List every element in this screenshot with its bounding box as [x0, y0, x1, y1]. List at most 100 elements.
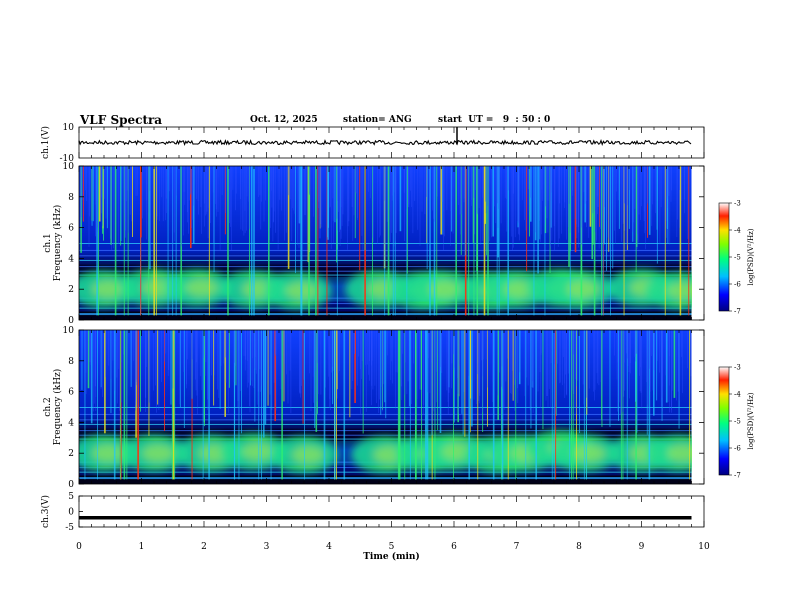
ch2-sferic-faint — [200, 330, 202, 377]
ch2-sferic — [409, 330, 410, 407]
ch1-sferic-faint — [275, 166, 276, 233]
ch2-sferic — [553, 330, 555, 480]
ch1-sferic-faint — [142, 166, 143, 219]
ch1-sferic-faint — [535, 166, 536, 233]
ch1-sferic-faint — [271, 166, 272, 191]
ch1-sferic-faint — [89, 166, 90, 217]
ch1-sferic — [336, 166, 338, 316]
ch1-sferic-faint — [439, 166, 441, 197]
ch2-sferic-faint — [112, 330, 114, 361]
ch2-sferic-faint — [284, 330, 285, 364]
ch2-sferic-faint — [687, 330, 688, 369]
ch1-sferic — [224, 166, 226, 235]
ch2-colorbar-tick-label: -5 — [734, 418, 741, 426]
ch2-sferic — [384, 330, 386, 403]
ch2-hline — [79, 423, 692, 425]
ch1-sferic-faint — [235, 166, 237, 194]
ch1-sferic — [492, 166, 494, 237]
ch1-sferic-faint — [408, 166, 410, 205]
ch1-sferic-faint — [321, 166, 323, 228]
ch2-sferic-faint — [217, 330, 218, 390]
ch2-sferic-faint — [167, 330, 169, 376]
ch2-sferic-faint — [145, 330, 147, 398]
ch2-sferic — [202, 330, 204, 480]
ch2-sferic-faint — [93, 330, 95, 404]
ch1-sferic-faint — [207, 166, 209, 208]
ch2-sferic-faint — [436, 330, 437, 372]
ch1-sferic — [498, 166, 500, 316]
ch2-sferic-faint — [635, 330, 637, 354]
ch2-sferic-faint — [303, 330, 304, 380]
ch1-blob-core — [429, 280, 462, 299]
ch1-sferic — [679, 166, 682, 316]
ch2-sferic-faint — [330, 330, 331, 410]
ch1-sferic-faint — [205, 166, 206, 216]
ch2-sferic-faint — [515, 330, 517, 379]
ch2-sferic-faint — [108, 330, 110, 366]
ch1-sferic-faint — [161, 166, 163, 198]
ch2-sferic — [274, 330, 276, 422]
ch1-sferic-faint — [169, 166, 170, 192]
ch1-sferic-faint — [273, 166, 274, 223]
ch1-sferic-faint — [444, 166, 445, 237]
ch2-sferic — [462, 330, 464, 435]
ch1-sferic-faint — [491, 166, 492, 238]
ch1-sferic-faint — [373, 166, 374, 243]
ch1-sferic-faint — [353, 166, 355, 216]
ch1-sferic-faint — [597, 166, 599, 207]
ch2-sferic — [135, 330, 137, 438]
ch1-sferic-faint — [174, 166, 175, 242]
ch1-sferic-faint — [452, 166, 454, 234]
ch2-sferic-faint — [374, 330, 376, 386]
ch1-sferic-faint — [597, 166, 598, 215]
ch2-sferic — [380, 330, 382, 415]
ch2-sferic-faint — [419, 330, 421, 390]
ch1-sferic-faint — [408, 166, 409, 208]
ch2-sferic-faint — [344, 330, 346, 406]
ch2-sferic-faint — [669, 330, 670, 413]
ch1-sferic-faint — [242, 166, 243, 231]
ch1-sferic-faint — [336, 166, 338, 219]
ch1-sferic-faint — [624, 166, 626, 231]
ch1-sferic-faint — [384, 166, 386, 245]
ch1-sferic-faint — [517, 166, 519, 223]
ch1-sferic-faint — [462, 166, 463, 245]
ch1-sferic-faint — [553, 166, 555, 227]
ch1-sferic-faint — [378, 166, 380, 238]
ch2-sferic-faint — [286, 330, 287, 375]
ch2-sferic-faint — [649, 330, 651, 392]
ch2-sferic-faint — [636, 330, 638, 354]
ch2-sferic-faint — [483, 330, 484, 360]
ch2-sferic-faint — [234, 330, 235, 363]
ch2-sferic-faint — [459, 330, 460, 366]
ch2-sferic-faint — [586, 330, 587, 398]
ch1-sferic-faint — [443, 166, 444, 212]
ch2-sferic-faint — [328, 330, 330, 377]
ch2-sferic — [213, 330, 215, 406]
ch1-sferic-faint — [320, 166, 322, 225]
ch2-sferic — [431, 330, 433, 436]
ch1-sferic-faint — [246, 166, 247, 231]
ch1-sferic — [440, 166, 442, 235]
ch1-sferic-faint — [417, 166, 419, 230]
ch2-ytick-label: 0 — [68, 480, 74, 490]
ch1-sferic-faint — [361, 166, 363, 236]
ch2-sferic-faint — [406, 330, 408, 395]
ch2-sferic-faint — [379, 330, 380, 400]
ch2-sferic — [618, 330, 619, 421]
ch2-sferic-faint — [623, 330, 625, 397]
ch1-colorbar-tick-label: -6 — [734, 281, 741, 289]
ch2-sferic-faint — [248, 330, 249, 383]
ch1-sferic-faint — [302, 166, 303, 251]
ch2-sferic — [636, 330, 638, 433]
ch1-sferic-faint — [201, 166, 202, 234]
ch2-sferic-faint — [253, 330, 255, 388]
ch2-colorbar-tick-label: -3 — [734, 364, 741, 372]
ch2-sferic — [507, 330, 509, 480]
ch1-sferic-faint — [681, 166, 682, 201]
ch1-sferic-faint — [584, 166, 586, 204]
ch1-sferic-faint — [269, 166, 270, 241]
ch2-sferic-faint — [676, 330, 677, 401]
ch2-sferic-faint — [515, 330, 516, 380]
ch1-sferic-faint — [348, 166, 350, 222]
